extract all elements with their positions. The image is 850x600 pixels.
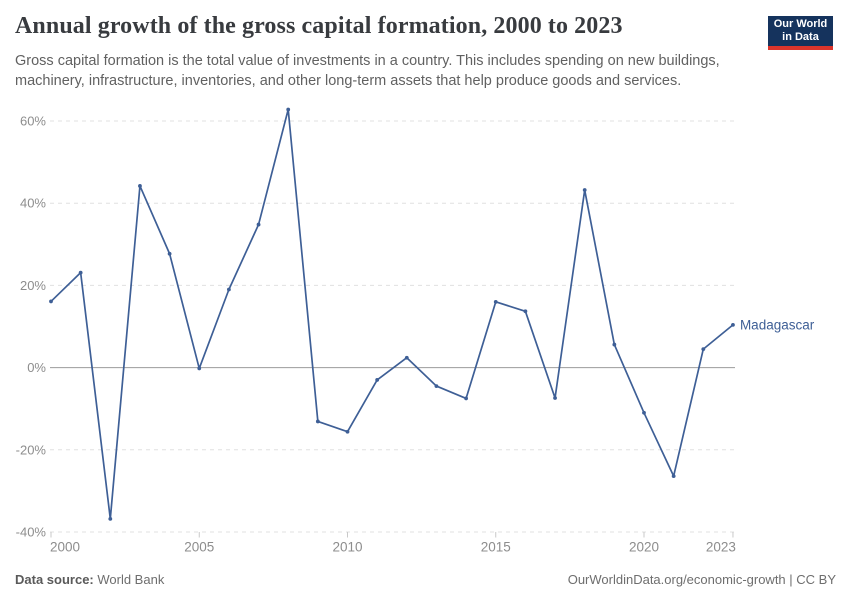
y-tick-label: 60% — [20, 114, 46, 129]
data-source-note: Data source: World Bank — [15, 572, 164, 587]
data-point[interactable] — [701, 347, 706, 352]
owid-logo-red-bar — [768, 46, 833, 50]
x-tick-label: 2000 — [50, 540, 80, 555]
credit-link[interactable]: OurWorldinData.org/economic-growth | CC … — [567, 572, 836, 587]
x-tick-label: 2020 — [629, 540, 659, 555]
y-tick-label: 0% — [27, 360, 46, 375]
x-tick-label: 2005 — [184, 540, 214, 555]
data-point[interactable] — [523, 309, 528, 314]
data-point[interactable] — [227, 287, 231, 292]
series-madagascar[interactable]: Madagascar — [49, 107, 815, 521]
data-point[interactable] — [138, 184, 142, 188]
page-title: Annual growth of the gross capital forma… — [15, 13, 623, 39]
data-point[interactable] — [108, 516, 113, 521]
chart-subtitle: Gross capital formation is the total val… — [15, 53, 720, 89]
data-source-label: Data source: — [15, 572, 94, 587]
y-tick-label: -40% — [16, 525, 47, 540]
data-point[interactable] — [345, 429, 350, 434]
data-point[interactable] — [197, 366, 202, 371]
data-point[interactable] — [464, 396, 468, 401]
y-tick-label: -20% — [16, 442, 47, 457]
data-point[interactable] — [49, 299, 53, 304]
data-point[interactable] — [642, 410, 646, 415]
owid-logo-line2: in Data — [782, 31, 819, 43]
y-tick-label: 20% — [20, 278, 46, 293]
x-tick-label: 2023 — [706, 540, 736, 555]
data-point[interactable] — [493, 299, 498, 304]
y-tick-label: 40% — [20, 196, 46, 211]
data-point[interactable] — [404, 355, 409, 360]
data-source-value: World Bank — [93, 572, 165, 587]
data-point[interactable] — [553, 396, 557, 400]
x-tick-label: 2015 — [481, 540, 511, 555]
data-point[interactable] — [286, 107, 291, 112]
x-tick-label: 2010 — [332, 540, 362, 555]
data-point[interactable] — [78, 270, 83, 275]
x-axis: 2000 2005 2010 2015 2020 2023 — [50, 532, 736, 555]
data-point[interactable] — [671, 474, 676, 479]
data-point[interactable] — [167, 251, 172, 256]
series-line[interactable] — [50, 108, 734, 520]
owid-logo-line1: Our World — [773, 18, 828, 30]
data-point[interactable] — [612, 342, 617, 347]
data-point[interactable] — [315, 419, 320, 424]
data-point[interactable] — [375, 378, 380, 382]
chart-footer: Data source: World Bank OurWorldinData.o… — [15, 572, 836, 587]
series-label[interactable]: Madagascar — [740, 317, 815, 332]
data-point[interactable] — [731, 322, 735, 327]
data-point[interactable] — [434, 384, 439, 388]
y-axis: 60% 40% 20% 0% -20% -40% — [16, 114, 735, 540]
owid-logo[interactable]: Our World in Data — [768, 16, 833, 50]
data-point[interactable] — [582, 188, 587, 192]
data-point[interactable] — [256, 222, 261, 227]
